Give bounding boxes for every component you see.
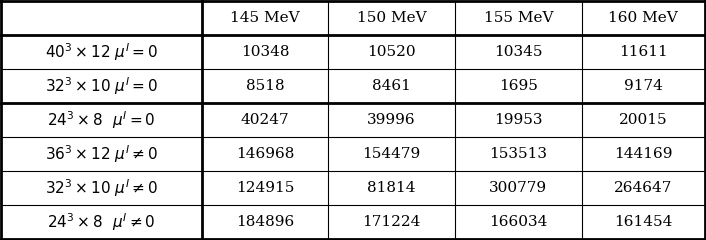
Text: 150 MeV: 150 MeV [357,11,426,25]
Text: 300779: 300779 [489,181,547,195]
Text: 153513: 153513 [489,147,547,161]
Text: 10348: 10348 [241,45,289,59]
Text: $24^3 \times 8 \ \ \mu^I = 0$: $24^3 \times 8 \ \ \mu^I = 0$ [47,109,156,131]
Text: 161454: 161454 [614,215,672,229]
Text: $32^3 \times 10 \ \mu^I = 0$: $32^3 \times 10 \ \mu^I = 0$ [45,75,158,97]
Text: 10345: 10345 [494,45,542,59]
Text: 154479: 154479 [363,147,421,161]
Text: $36^3 \times 12 \ \mu^I \neq 0$: $36^3 \times 12 \ \mu^I \neq 0$ [45,143,158,165]
Text: 40247: 40247 [241,113,289,127]
Text: 124915: 124915 [236,181,294,195]
Text: 264647: 264647 [614,181,672,195]
Text: 11611: 11611 [618,45,667,59]
Text: $32^3 \times 10 \ \mu^I \neq 0$: $32^3 \times 10 \ \mu^I \neq 0$ [45,177,158,199]
Text: $40^3 \times 12 \ \mu^I = 0$: $40^3 \times 12 \ \mu^I = 0$ [45,41,158,63]
Text: 155 MeV: 155 MeV [484,11,553,25]
Text: 160 MeV: 160 MeV [608,11,678,25]
Text: 19953: 19953 [494,113,542,127]
Text: 81814: 81814 [367,181,416,195]
Text: 10520: 10520 [367,45,416,59]
Text: 144169: 144169 [614,147,672,161]
Text: 171224: 171224 [362,215,421,229]
Text: $24^3 \times 8 \ \ \mu^I \neq 0$: $24^3 \times 8 \ \ \mu^I \neq 0$ [47,211,156,233]
Text: 184896: 184896 [236,215,294,229]
Text: 8518: 8518 [246,79,285,93]
Text: 146968: 146968 [236,147,294,161]
Text: 166034: 166034 [489,215,547,229]
Text: 145 MeV: 145 MeV [230,11,300,25]
Text: 1695: 1695 [499,79,538,93]
Text: 20015: 20015 [618,113,667,127]
Text: 39996: 39996 [367,113,416,127]
Text: 9174: 9174 [623,79,662,93]
Text: 8461: 8461 [372,79,411,93]
